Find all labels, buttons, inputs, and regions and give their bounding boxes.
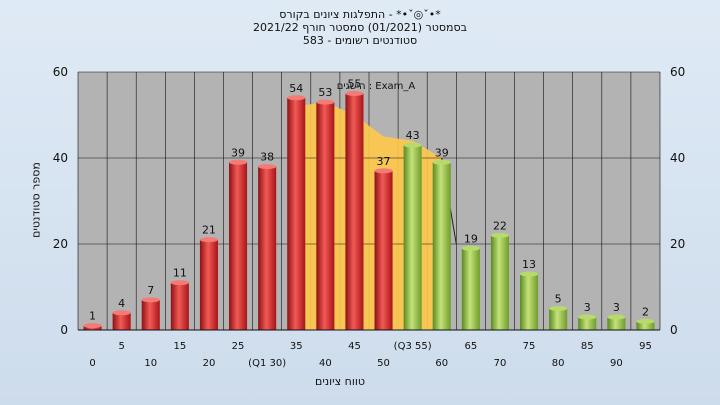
bar xyxy=(461,248,480,330)
bar xyxy=(345,93,364,330)
bar-value-label: 3 xyxy=(613,301,620,314)
bar-value-label: 2 xyxy=(642,305,649,318)
bar-cap xyxy=(461,245,480,251)
y-tick-label-left: 60 xyxy=(53,65,68,79)
bar-cap xyxy=(636,318,655,324)
x-tick-label-row1: 95 xyxy=(639,341,652,352)
x-tick-label-row2: 40 xyxy=(319,358,332,369)
bar xyxy=(432,162,451,330)
bar-value-label: 37 xyxy=(377,155,391,168)
bar xyxy=(316,102,335,330)
bar xyxy=(374,170,393,330)
bar xyxy=(403,145,422,330)
y-tick-label-left: 20 xyxy=(53,237,68,251)
bar-value-label: 19 xyxy=(464,232,478,245)
title-line-2: בסמסטר (01/2021) סמסטר חורף 2021/22 xyxy=(253,21,467,34)
bar-value-label: 21 xyxy=(202,224,216,237)
x-tick-label-row1: 25 xyxy=(232,341,245,352)
bar-cap xyxy=(316,99,335,105)
bar xyxy=(578,317,597,330)
bar-cap xyxy=(607,314,626,320)
y-tick-label-right: 60 xyxy=(670,65,685,79)
bar-value-label: 39 xyxy=(231,146,245,159)
bar xyxy=(636,321,655,330)
bar-value-label: 39 xyxy=(435,146,449,159)
bar-cap xyxy=(112,310,131,316)
bar-cap xyxy=(345,91,364,96)
bar-value-label: 3 xyxy=(584,301,591,314)
bar-cap xyxy=(287,95,306,101)
bar-value-label: 22 xyxy=(493,219,507,232)
x-tick-label-row1: 35 xyxy=(290,341,303,352)
x-tick-label-row2: 0 xyxy=(89,358,95,369)
bar-cap xyxy=(549,306,568,311)
y-tick-label-left: 0 xyxy=(60,323,68,337)
x-tick-label-row1: (Q3 55) xyxy=(394,341,432,352)
bar-value-label: 55 xyxy=(347,78,361,91)
bar-value-label: 54 xyxy=(289,82,303,95)
bar-cap xyxy=(578,314,597,320)
bar xyxy=(287,97,306,330)
x-tick-label-row2: 90 xyxy=(610,358,623,369)
x-tick-label-row2: 80 xyxy=(552,358,565,369)
bar xyxy=(199,239,218,330)
bar-cap xyxy=(258,164,277,170)
y-tick-label-left: 40 xyxy=(53,151,68,165)
bar xyxy=(258,166,277,330)
x-tick-label-row1: 15 xyxy=(173,341,186,352)
bar-value-label: 4 xyxy=(118,297,125,310)
y-tick-label-right: 20 xyxy=(670,237,685,251)
bar xyxy=(141,299,160,330)
x-tick-label-row2: 20 xyxy=(203,358,216,369)
bar-value-label: 43 xyxy=(406,129,420,142)
bar-value-label: 13 xyxy=(522,258,536,271)
x-tick-label-row2: 60 xyxy=(435,358,448,369)
bar-value-label: 38 xyxy=(260,151,274,164)
bar-cap xyxy=(490,232,509,238)
bar-cap xyxy=(374,168,393,174)
bar-cap xyxy=(432,159,451,165)
bar xyxy=(520,274,539,330)
x-tick-label-row1: 45 xyxy=(348,341,361,352)
y-axis-label: מספר סטודנטים xyxy=(29,162,43,238)
bar xyxy=(549,308,568,330)
x-tick-label-row1: 65 xyxy=(464,341,477,352)
y-tick-label-right: 0 xyxy=(670,323,678,337)
bar-cap xyxy=(229,159,248,165)
chart-annotation: הישגים : Exam_A xyxy=(337,81,416,92)
y-tick-label-right: 40 xyxy=(670,151,685,165)
x-tick-label-row1: 5 xyxy=(118,341,124,352)
bar-value-label: 53 xyxy=(318,86,332,99)
bar xyxy=(170,282,189,330)
bar-value-label: 1 xyxy=(89,310,96,323)
x-tick-label-row1: 75 xyxy=(523,341,536,352)
bar-value-label: 7 xyxy=(147,284,154,297)
bar xyxy=(112,312,131,330)
x-axis-label: טווח ציונים xyxy=(315,375,365,388)
bar-cap xyxy=(170,280,189,286)
bar-value-label: 5 xyxy=(555,293,562,306)
x-tick-label-row2: 70 xyxy=(494,358,507,369)
bar xyxy=(607,317,626,330)
x-tick-label-row2: (Q1 30) xyxy=(248,358,286,369)
x-tick-label-row2: 10 xyxy=(144,358,157,369)
title-line-3: 583 - סטודנטים רשומים xyxy=(302,34,418,47)
x-tick-label-row2: 50 xyxy=(377,358,390,369)
bar-cap xyxy=(83,323,102,329)
bar-value-label: 11 xyxy=(173,267,187,280)
bar-cap xyxy=(199,237,218,243)
chart-title: התפלגות ציונים בקורס - *•ˇ◎ˇ•* בסמסטר (0… xyxy=(0,8,720,47)
bar xyxy=(490,235,509,330)
bar-cap xyxy=(141,297,160,303)
x-tick-label-row1: 85 xyxy=(581,341,594,352)
bar xyxy=(229,162,248,330)
bar-cap xyxy=(403,142,422,148)
bar-cap xyxy=(520,271,539,277)
title-line-1: התפלגות ציונים בקורס - *•ˇ◎ˇ•* xyxy=(279,8,441,21)
